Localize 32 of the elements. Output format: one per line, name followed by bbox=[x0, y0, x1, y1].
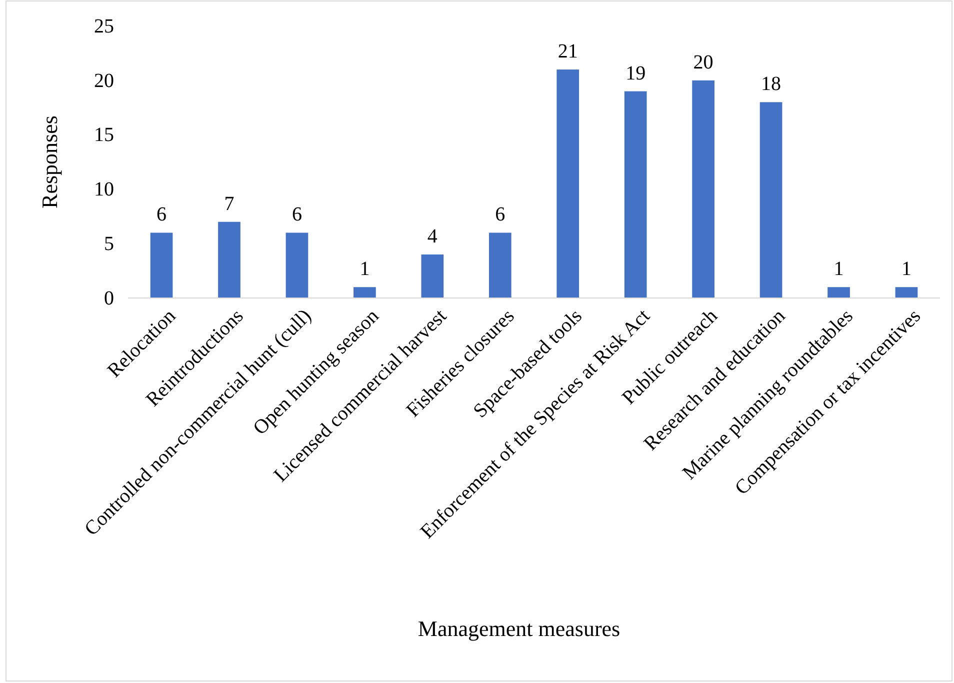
y-tick-label: 15 bbox=[94, 124, 114, 146]
data-label: 7 bbox=[224, 192, 234, 215]
bar bbox=[760, 102, 782, 298]
y-tick-label: 0 bbox=[104, 287, 114, 310]
data-label: 1 bbox=[360, 258, 370, 280]
y-tick-label: 25 bbox=[94, 15, 114, 38]
bar bbox=[421, 254, 444, 298]
data-label: 19 bbox=[626, 62, 646, 84]
y-tick-label: 20 bbox=[94, 70, 114, 92]
data-label: 6 bbox=[292, 204, 302, 226]
data-label: 1 bbox=[901, 258, 912, 280]
data-label: 21 bbox=[558, 40, 578, 63]
data-label: 20 bbox=[693, 51, 714, 74]
data-label: 4 bbox=[427, 225, 438, 248]
x-axis-title: Management measures bbox=[418, 616, 620, 641]
y-tick-label: 10 bbox=[94, 178, 114, 201]
bar bbox=[692, 80, 714, 298]
bar bbox=[488, 232, 512, 298]
bar bbox=[150, 232, 173, 298]
bar bbox=[286, 232, 308, 298]
data-label: 6 bbox=[495, 204, 506, 226]
data-label: 1 bbox=[834, 258, 844, 280]
bar bbox=[895, 287, 918, 298]
y-tick-label: 5 bbox=[104, 233, 114, 255]
bar bbox=[354, 287, 376, 298]
bar bbox=[218, 222, 240, 298]
data-label: 18 bbox=[761, 73, 782, 96]
bar bbox=[624, 91, 647, 298]
data-label: 6 bbox=[156, 204, 167, 226]
bar bbox=[828, 287, 850, 298]
bar bbox=[556, 70, 580, 298]
y-axis-title: Responses bbox=[37, 116, 62, 208]
